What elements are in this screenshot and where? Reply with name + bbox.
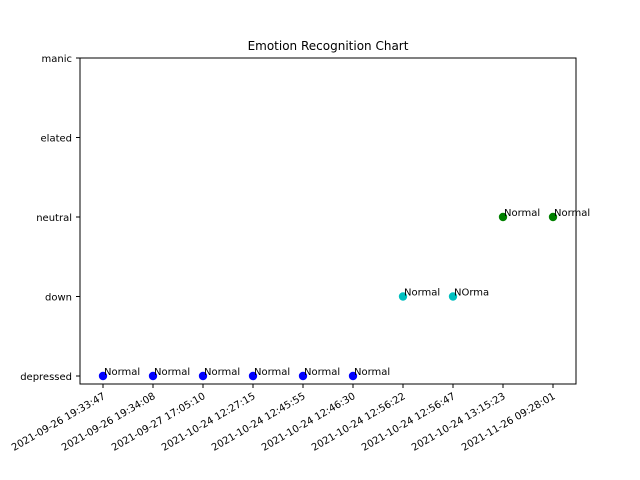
- point-annotation: Normal: [154, 367, 190, 378]
- data-point: [498, 212, 508, 222]
- data-point: [248, 371, 258, 381]
- y-tick-label: elated: [41, 134, 72, 145]
- y-tick-label: manic: [42, 54, 72, 65]
- point-annotation: Normal: [204, 367, 240, 378]
- data-point: [298, 371, 308, 381]
- x-tick-label: 2021-10-24 13:15:23: [410, 391, 507, 454]
- point-annotation: Normal: [354, 367, 390, 378]
- point-annotation: Normal: [554, 208, 590, 219]
- y-tick-label: down: [45, 293, 72, 304]
- data-point: [348, 371, 358, 381]
- point-annotation: Normal: [404, 288, 440, 299]
- x-tick-label: 2021-10-24 12:46:30: [260, 391, 357, 454]
- data-point: [198, 371, 208, 381]
- x-tick-label: 2021-10-24 12:27:15: [160, 391, 257, 454]
- point-annotations: Normal Normal Normal Normal Normal Normal Norm…: [104, 208, 590, 378]
- data-points: [98, 212, 558, 381]
- data-point: [448, 292, 458, 301]
- data-point: [148, 371, 158, 381]
- x-tick-label: 2021-11-26 09:28:01: [460, 391, 557, 454]
- point-annotation: Normal: [304, 367, 340, 378]
- x-tick-label: 2021-10-24 12:45:55: [210, 391, 307, 454]
- x-tick-label: 2021-10-24 12:56:22: [310, 391, 407, 454]
- x-tick-label: 2021-10-24 12:56:47: [360, 391, 457, 454]
- y-axis: depressed down neutral elated manic: [20, 54, 80, 383]
- y-tick-label: depressed: [20, 372, 72, 383]
- x-tick-label: 2021-09-26 19:34:08: [60, 391, 157, 454]
- plot-area: [79, 57, 577, 385]
- x-tick-label: 2021-09-26 19:33:47: [10, 391, 107, 454]
- point-annotation: Normal: [104, 367, 140, 378]
- data-point: [398, 292, 408, 301]
- y-tick-label: neutral: [36, 213, 72, 224]
- chart-title: Emotion Recognition Chart: [248, 39, 409, 53]
- point-annotation: NOrma: [454, 288, 489, 299]
- point-annotation: Normal: [254, 367, 290, 378]
- data-point: [98, 371, 108, 381]
- data-point: [548, 212, 558, 222]
- point-annotation: Normal: [504, 208, 540, 219]
- x-tick-label: 2021-09-27 17:05:10: [110, 391, 207, 454]
